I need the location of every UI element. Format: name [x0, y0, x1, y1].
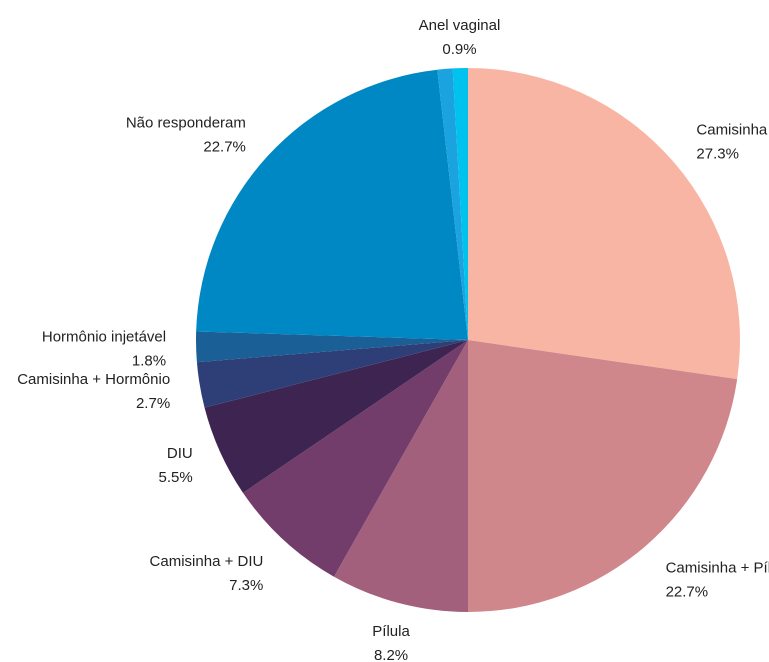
slice-label: Hormônio injetável [42, 329, 166, 346]
slice-value-label: 8.2% [374, 647, 408, 662]
slice-label: Camisinha + Pílula [666, 559, 769, 576]
slice-label: Camisinha + Hormônio [17, 371, 170, 388]
pie-slice [468, 68, 741, 380]
pie-slice [243, 340, 468, 577]
slice-value-label: 1.8% [132, 353, 166, 370]
slice-label: Anel vaginal [419, 17, 501, 34]
slice-label: DIU [167, 445, 193, 462]
pie-slice [333, 340, 468, 612]
slice-value-label: 2.7% [136, 395, 170, 412]
pie-slice [196, 69, 468, 340]
slice-value-label: 22.7% [203, 138, 246, 155]
pie-slice [437, 68, 468, 340]
pie-slice [468, 340, 738, 612]
pie-slice [204, 340, 468, 493]
slice-label: Camisinha + DIU [150, 553, 264, 570]
pie-slice [195, 331, 468, 363]
slice-value-label: 5.5% [159, 469, 193, 486]
pie-slice [452, 68, 468, 340]
slice-value-label: 27.3% [696, 145, 739, 162]
pie-slice [196, 340, 468, 408]
slice-value-label: 7.3% [229, 577, 263, 594]
slice-label: Não responderam [126, 114, 246, 131]
slice-label: Pílula [372, 623, 410, 640]
slice-value-label: 0.9% [442, 41, 476, 58]
slice-label: Camisinha [696, 121, 768, 138]
slice-value-label: 22.7% [666, 583, 709, 600]
